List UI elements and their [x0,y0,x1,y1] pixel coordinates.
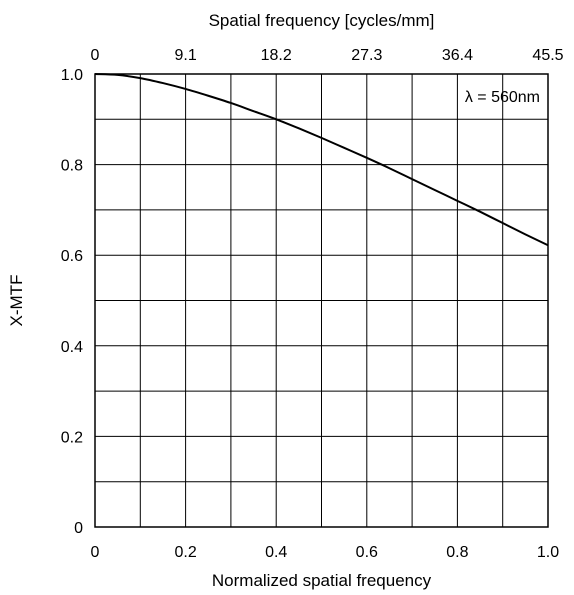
x-tick-label: 0.6 [356,544,378,561]
y-tick-label: 0.8 [61,158,83,175]
y-tick-label: 0.4 [61,339,83,356]
x2-tick-label: 0 [91,47,100,64]
y-tick-label: 1.0 [61,67,83,84]
x2-tick-label: 36.4 [442,47,473,64]
mtf-curve [94,73,549,247]
bottom-axis-title: Normalized spatial frequency [212,571,432,590]
x-tick-label: 1.0 [537,544,559,561]
x-tick-label: 0 [91,544,100,561]
x-tick-label: 0.4 [265,544,287,561]
y-tick-label: 0 [74,520,83,537]
y-axis-title: X-MTF [7,275,26,327]
x2-tick-label: 18.2 [261,47,292,64]
tick-layer: 0 0.2 0.4 0.6 0.8 1.0 0 9.1 18.2 27.3 36.4 45.5 0 0.2… [61,47,564,561]
plot-frame [94,73,549,528]
x-tick-label: 0.8 [446,544,468,561]
y-tick-label: 0.6 [61,248,83,265]
x2-tick-label: 27.3 [351,47,382,64]
x2-tick-label: 45.5 [532,47,563,64]
x2-tick-label: 9.1 [174,47,196,64]
curve-layer [94,73,549,247]
top-axis-title: Spatial frequency [cycles/mm] [209,11,435,30]
grid-layer [95,74,548,527]
y-tick-label: 0.2 [61,429,83,446]
wavelength-annotation: λ = 560nm [465,89,540,106]
x-tick-label: 0.2 [174,544,196,561]
